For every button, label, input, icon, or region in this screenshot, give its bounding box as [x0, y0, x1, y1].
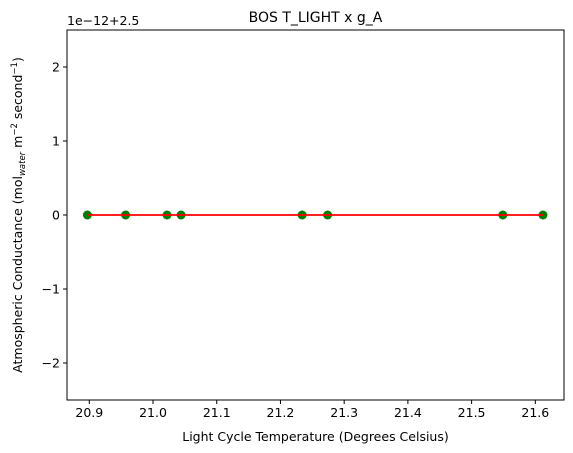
x-tick-label: 21.1 — [203, 405, 231, 420]
y-label-sup2: −1 — [10, 62, 20, 75]
x-tick-label: 21.2 — [267, 405, 295, 420]
y-label-mid2: second — [10, 75, 25, 124]
y-tick-label: −2 — [42, 356, 60, 371]
y-label-main: Atmospheric Conductance (mol — [10, 176, 25, 373]
x-tick-label: 21.0 — [139, 405, 167, 420]
y-label-sub: water — [18, 151, 28, 176]
y-tick-label: 1 — [52, 134, 60, 149]
y-axis-ticks: −2 −1 0 1 2 — [42, 60, 67, 371]
x-axis-label: Light Cycle Temperature (Degrees Celsius… — [182, 429, 449, 444]
y-tick-label: −1 — [42, 282, 60, 297]
y-label-sup1: −2 — [10, 123, 20, 136]
y-label-mid1: m — [10, 136, 25, 152]
y-tick-label: 0 — [52, 208, 60, 223]
data-marks — [82, 210, 548, 220]
y-axis-label: Atmospheric Conductance (molwater m−2 se… — [10, 57, 28, 373]
x-tick-label: 20.9 — [75, 405, 103, 420]
y-label-end: ) — [10, 57, 25, 62]
x-axis-ticks: 20.9 21.0 21.1 21.2 21.3 21.4 21.5 21.6 — [75, 400, 549, 420]
x-tick-label: 21.3 — [330, 405, 358, 420]
x-tick-label: 21.4 — [394, 405, 422, 420]
chart-title: BOS T_LIGHT x g_A — [249, 10, 383, 26]
plot-area — [66, 29, 565, 401]
y-offset-label: 1e−12+2.5 — [67, 13, 139, 28]
y-tick-label: 2 — [52, 60, 60, 75]
x-tick-label: 21.6 — [521, 405, 549, 420]
x-tick-label: 21.5 — [458, 405, 486, 420]
